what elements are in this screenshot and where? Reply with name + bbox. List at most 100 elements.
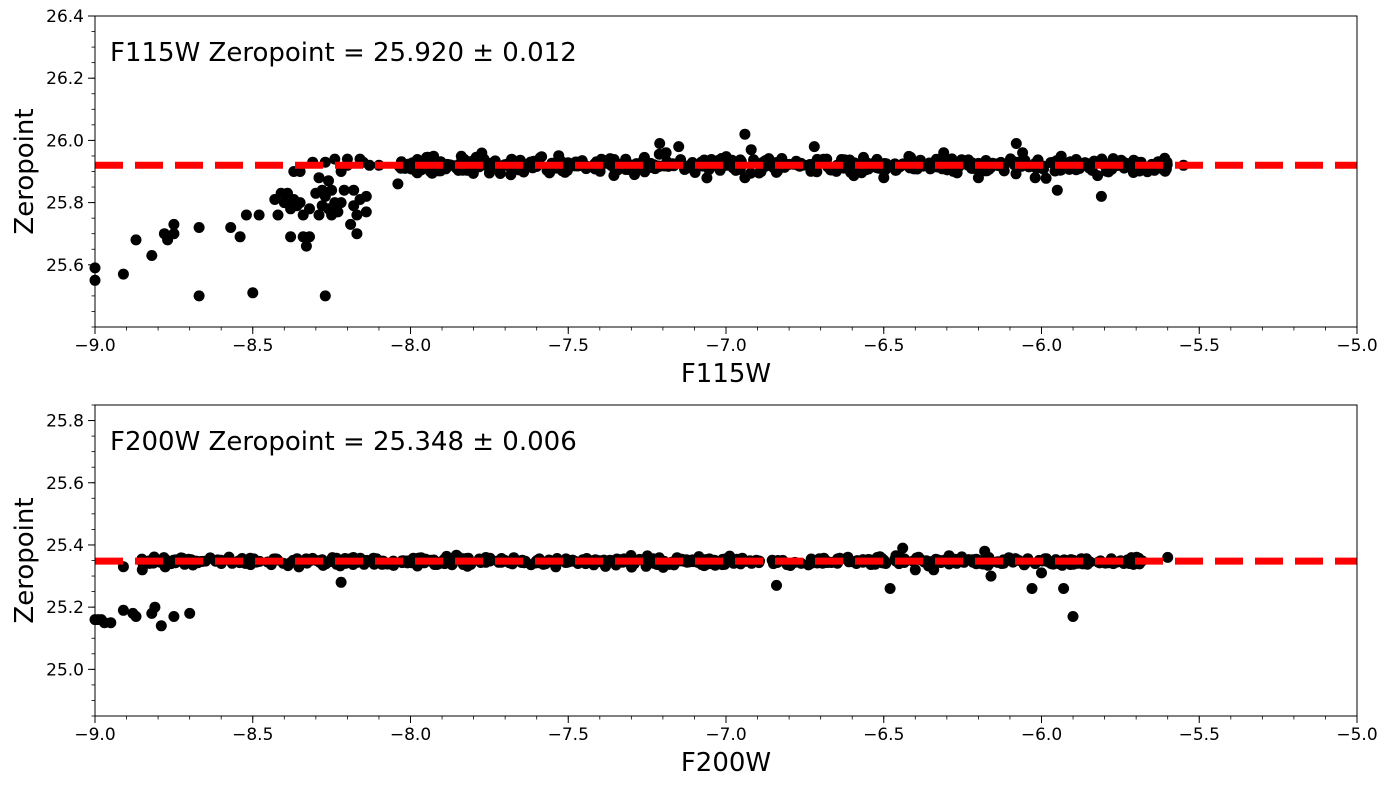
data-point bbox=[455, 150, 467, 162]
data-point bbox=[745, 167, 757, 179]
data-point bbox=[673, 141, 685, 153]
x-tick-label: −6.0 bbox=[1021, 725, 1062, 745]
data-point bbox=[338, 184, 350, 196]
data-point bbox=[225, 222, 237, 233]
data-point bbox=[364, 159, 375, 171]
data-point bbox=[446, 559, 458, 571]
data-point bbox=[105, 617, 117, 629]
data-point bbox=[762, 159, 774, 171]
f115w-x-axis-label: F115W bbox=[681, 359, 771, 389]
data-point bbox=[155, 620, 167, 632]
data-point bbox=[1092, 170, 1104, 182]
data-point bbox=[1084, 556, 1096, 568]
data-point bbox=[553, 150, 565, 162]
data-point bbox=[1095, 190, 1107, 202]
data-point bbox=[1159, 152, 1171, 164]
f200w-y-axis-label: Zeropoint bbox=[10, 497, 40, 623]
data-point bbox=[909, 564, 921, 576]
x-tick-label: −5.0 bbox=[1336, 725, 1377, 745]
y-tick-label: 25.8 bbox=[46, 412, 84, 432]
data-point bbox=[1067, 611, 1079, 622]
f200w-y-ticks: 25.0 25.2 25.4 25.6 25.8 bbox=[46, 404, 95, 717]
x-tick-label: −5.5 bbox=[1179, 725, 1220, 745]
x-tick-label: −7.0 bbox=[705, 336, 746, 356]
f200w-points bbox=[89, 542, 1174, 632]
x-tick-label: −8.5 bbox=[232, 725, 273, 745]
data-point bbox=[304, 203, 315, 215]
y-tick-label: 25.8 bbox=[46, 194, 84, 214]
data-point bbox=[130, 611, 142, 622]
data-point bbox=[1162, 551, 1174, 563]
data-point bbox=[653, 148, 665, 160]
x-tick-label: −9.0 bbox=[74, 725, 115, 745]
data-point bbox=[351, 209, 363, 221]
y-tick-label: 26.0 bbox=[46, 131, 84, 151]
data-point bbox=[304, 231, 315, 243]
x-tick-label: −7.5 bbox=[548, 725, 589, 745]
y-tick-label: 25.6 bbox=[46, 474, 84, 494]
data-point bbox=[300, 240, 312, 252]
f200w-x-axis-label: F200W bbox=[681, 748, 771, 778]
x-tick-label: −5.0 bbox=[1336, 336, 1377, 356]
data-point bbox=[654, 138, 666, 149]
data-point bbox=[745, 144, 757, 156]
data-point bbox=[440, 160, 452, 172]
data-point bbox=[272, 209, 284, 221]
y-tick-label: 25.0 bbox=[46, 660, 84, 680]
data-point bbox=[319, 290, 331, 302]
data-point bbox=[480, 552, 492, 563]
data-point bbox=[335, 576, 347, 588]
f115w-y-axis-label: Zeropoint bbox=[10, 108, 40, 234]
data-point bbox=[335, 197, 347, 209]
data-point bbox=[1036, 567, 1047, 579]
data-point bbox=[1058, 583, 1070, 594]
x-tick-label: −7.5 bbox=[548, 336, 589, 356]
y-tick-label: 26.4 bbox=[46, 7, 84, 27]
data-point bbox=[117, 604, 129, 616]
y-tick-label: 26.2 bbox=[46, 69, 84, 89]
data-point bbox=[253, 209, 265, 221]
data-point bbox=[928, 564, 940, 576]
data-point bbox=[424, 166, 436, 178]
x-tick-label: −5.5 bbox=[1179, 336, 1220, 356]
data-point bbox=[313, 209, 325, 221]
data-point bbox=[1010, 138, 1022, 149]
f200w-zeropoint-annotation: F200W Zeropoint = 25.348 ± 0.006 bbox=[110, 427, 577, 457]
data-point bbox=[858, 151, 869, 163]
x-tick-label: −8.5 bbox=[232, 336, 273, 356]
data-point bbox=[739, 128, 751, 140]
data-point bbox=[193, 222, 205, 233]
f115w-zeropoint-panel: −9.0 −8.5 −8.0 −7.5 −7.0 −6.5 −6.0 −5.5 −5.0 25.… bbox=[10, 7, 1378, 389]
x-tick-label: −6.5 bbox=[863, 725, 904, 745]
data-point bbox=[184, 607, 196, 619]
data-point bbox=[1055, 150, 1067, 162]
data-point bbox=[326, 184, 338, 196]
data-point bbox=[360, 206, 372, 218]
data-point bbox=[234, 231, 246, 243]
y-tick-label: 25.6 bbox=[46, 256, 84, 276]
data-point bbox=[146, 250, 158, 261]
data-point bbox=[843, 556, 855, 568]
data-point bbox=[771, 579, 782, 591]
data-point bbox=[323, 175, 334, 187]
data-point bbox=[972, 172, 984, 184]
data-point bbox=[946, 153, 958, 165]
data-point bbox=[285, 231, 297, 243]
data-point bbox=[193, 290, 205, 302]
data-point bbox=[1029, 172, 1041, 184]
data-point bbox=[351, 228, 363, 240]
data-point bbox=[966, 554, 978, 566]
data-point bbox=[1026, 583, 1038, 594]
data-point bbox=[1051, 184, 1063, 196]
f115w-zeropoint-annotation: F115W Zeropoint = 25.920 ± 0.012 bbox=[110, 38, 577, 68]
x-tick-label: −6.5 bbox=[863, 336, 904, 356]
data-point bbox=[117, 268, 129, 280]
data-point bbox=[168, 611, 180, 622]
f200w-zeropoint-panel: −9.0 −8.5 −8.0 −7.5 −7.0 −6.5 −6.0 −5.5 −5.0 25.… bbox=[10, 404, 1378, 778]
data-point bbox=[294, 197, 306, 209]
data-point bbox=[168, 218, 180, 230]
data-point bbox=[985, 570, 997, 582]
y-tick-label: 25.4 bbox=[46, 536, 84, 556]
f200w-x-ticks: −9.0 −8.5 −8.0 −7.5 −7.0 −6.5 −6.0 −5.5 −5.0 bbox=[74, 716, 1378, 745]
